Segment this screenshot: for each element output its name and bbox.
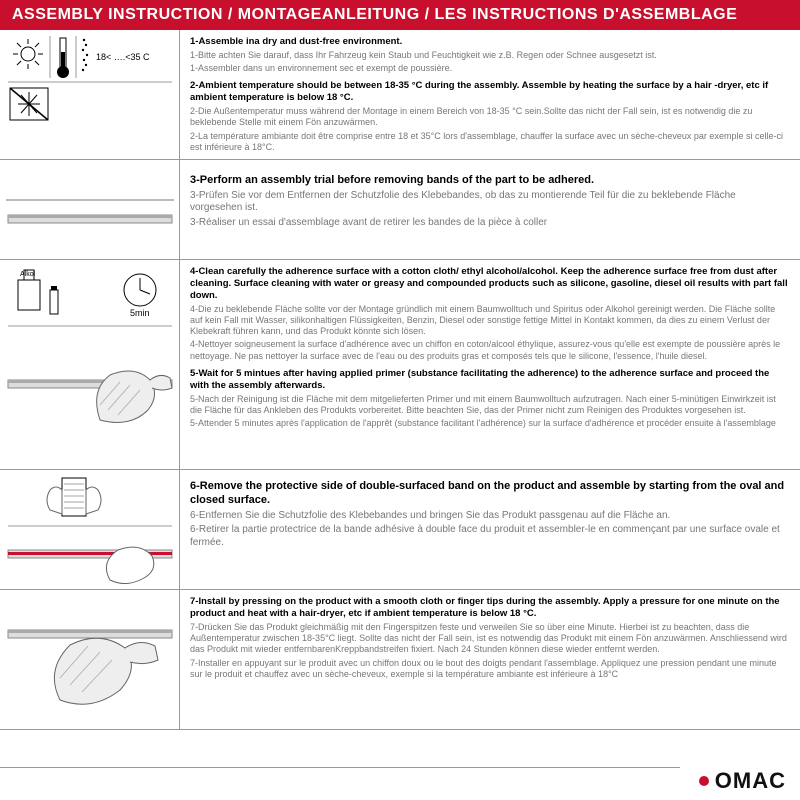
instruction-row-2: 3-Perform an assembly trial before remov…: [0, 160, 800, 260]
step-3-fr: 3-Réaliser un essai d'assemblage avant d…: [190, 217, 790, 230]
step-6-lead: 6-Remove the protective side of double-s…: [190, 480, 790, 508]
step-2-fr: 2-La température ambiante doit être comp…: [190, 131, 790, 154]
instruction-text-4: 6-Remove the protective side of double-s…: [180, 470, 800, 589]
instruction-row-3: Alkol 5min 4-Clean carefully the adheren…: [0, 260, 800, 470]
brand-text: OMAC: [715, 768, 786, 794]
footer-rule: [0, 767, 680, 768]
step-1-lead: 1-Assemble ina dry and dust-free environ…: [190, 36, 790, 48]
step-5-de: 5-Nach der Reinigung ist die Fläche mit …: [190, 394, 790, 417]
instruction-row-5: 7-Install by pressing on the product wit…: [0, 590, 800, 730]
instruction-text-3: 4-Clean carefully the adherence surface …: [180, 260, 800, 469]
illustration-alcohol-clock: Alkol 5min: [0, 260, 180, 469]
step-7-fr: 7-Installer en appuyant sur le produit a…: [190, 658, 790, 681]
illustration-press: [0, 590, 180, 729]
step-2-lead: 2-Ambient temperature should be between …: [190, 80, 790, 104]
footer-brand: OMAC: [699, 768, 786, 794]
illustration-sun-thermo: 18< ….<35 C: [0, 30, 180, 159]
instruction-row-4: 6-Remove the protective side of double-s…: [0, 470, 800, 590]
page-header: ASSEMBLY INSTRUCTION / MONTAGEANLEITUNG …: [0, 0, 800, 30]
step-6-fr: 6-Retirer la partie protectrice de la ba…: [190, 524, 790, 549]
illustration-bar: [0, 160, 180, 259]
step-3-de: 3-Prüfen Sie vor dem Entfernen der Schut…: [190, 190, 790, 215]
instruction-text-2: 3-Perform an assembly trial before remov…: [180, 160, 800, 259]
instruction-text-1: 1-Assemble ina dry and dust-free environ…: [180, 30, 800, 159]
step-6-de: 6-Entfernen Sie die Schutzfolie des Kleb…: [190, 510, 790, 523]
temp-range-label: 18< ….<35 C: [96, 52, 150, 62]
step-7-de: 7-Drücken Sie das Produkt gleichmäßig mi…: [190, 622, 790, 656]
step-1-de: 1-Bitte achten Sie darauf, dass Ihr Fahr…: [190, 50, 790, 61]
instruction-row-1: 18< ….<35 C 1-Assemble ina dry and dust-…: [0, 30, 800, 160]
step-2-de: 2-Die Außentemperatur muss während der M…: [190, 106, 790, 129]
step-4-de: 4-Die zu beklebende Fläche sollte vor de…: [190, 304, 790, 338]
step-7-lead: 7-Install by pressing on the product wit…: [190, 596, 790, 620]
step-4-fr: 4-Nettoyer soigneusement la surface d'ad…: [190, 339, 790, 362]
step-1-fr: 1-Assembler dans un environnement sec et…: [190, 63, 790, 74]
step-5-lead: 5-Wait for 5 mintues after having applie…: [190, 368, 790, 392]
brand-dot-icon: [699, 776, 709, 786]
step-4-lead: 4-Clean carefully the adherence surface …: [190, 266, 790, 302]
svg-text:5min: 5min: [130, 308, 150, 318]
illustration-peel: [0, 470, 180, 589]
step-5-fr: 5-Attender 5 minutes après l'application…: [190, 418, 790, 429]
step-3-lead: 3-Perform an assembly trial before remov…: [190, 174, 790, 188]
svg-text:Alkol: Alkol: [20, 271, 36, 278]
instruction-text-5: 7-Install by pressing on the product wit…: [180, 590, 800, 729]
